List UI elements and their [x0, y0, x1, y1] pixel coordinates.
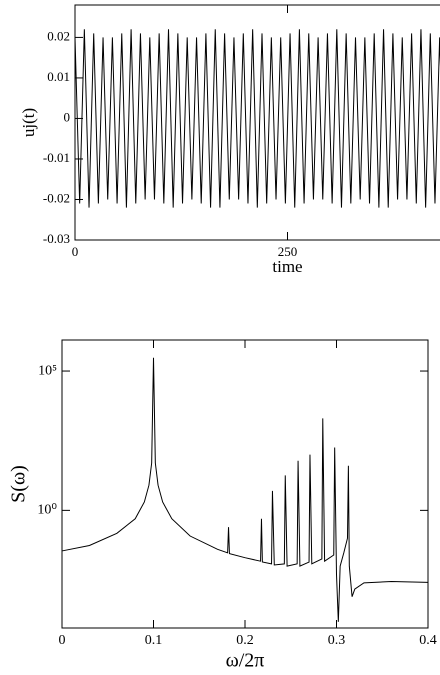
x-tick-label: 0.1: [145, 633, 163, 648]
y-tick-label: 10⁰: [37, 503, 57, 518]
x-axis-label: time: [272, 257, 302, 276]
x-tick-label: 0.2: [236, 633, 254, 648]
y-tick-label: 0: [64, 109, 71, 124]
y-axis-label: S(ω): [8, 465, 30, 503]
y-tick-label: -0.02: [43, 190, 70, 205]
y-tick-label: 10⁵: [38, 363, 57, 378]
y-tick-label: 0.01: [47, 69, 70, 84]
plot-frame: [61, 339, 429, 629]
x-tick-label: 0: [59, 633, 66, 648]
y-axis-label: uj(t): [19, 108, 38, 137]
x-tick-label: 0.3: [328, 633, 346, 648]
data-line: [61, 357, 429, 622]
y-tick-label: 0.02: [47, 28, 70, 43]
x-tick-label: 250: [278, 244, 298, 259]
x-tick-label: 0.4: [419, 633, 437, 648]
y-tick-label: -0.01: [43, 150, 70, 165]
y-tick-label: -0.03: [43, 231, 70, 246]
x-tick-label: 0: [72, 244, 79, 259]
x-axis-label: ω/2π: [226, 650, 265, 672]
data-line: [74, 29, 440, 208]
